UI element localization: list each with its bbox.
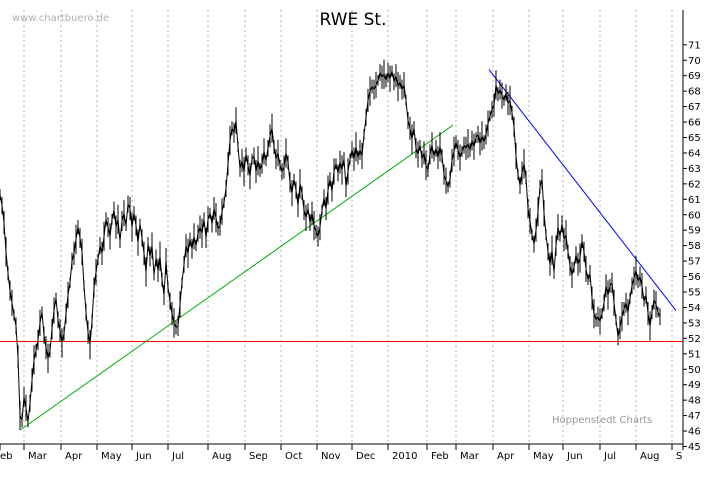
x-tick-label: S [676, 451, 682, 462]
y-tick-label: 57 [688, 257, 701, 268]
x-tick-label: Sep [249, 451, 268, 462]
y-tick-label: 50 [688, 365, 701, 376]
trend-lines-layer [0, 69, 683, 430]
y-tick-label: 62 [688, 179, 701, 190]
axis-layer: eb Mar Apr May Jun Jul Aug Sep Oct Nov Dec 2010 Feb M… [0, 10, 701, 462]
y-tick-label: 46 [688, 427, 701, 438]
x-tick-label: Mar [460, 451, 480, 462]
x-tick-label: Mar [28, 451, 48, 462]
x-tick-label: Aug [640, 451, 660, 462]
y-tick-label: 69 [688, 71, 701, 82]
x-tick-label: eb [0, 451, 13, 462]
x-tick-label: Oct [285, 451, 302, 462]
y-tick-label: 45 [688, 442, 701, 453]
y-tick-label: 56 [688, 272, 701, 283]
x-tick-label: Jul [603, 451, 616, 462]
source-label: Hoppenstedt Charts [552, 415, 652, 426]
price-series-line [0, 70, 661, 422]
y-tick-label: 49 [688, 380, 701, 391]
x-tick-label: Nov [321, 451, 341, 462]
downtrend-line [488, 69, 677, 311]
y-tick-label: 54 [688, 303, 701, 314]
price-series-layer [0, 59, 661, 431]
x-tick-label: May [101, 451, 122, 462]
y-tick-label: 71 [688, 40, 701, 51]
y-tick-label: 47 [688, 411, 701, 422]
y-tick-label: 52 [688, 334, 701, 345]
y-tick-label: 64 [688, 148, 701, 159]
x-tick-label: Feb [431, 451, 449, 462]
y-tick-label: 70 [688, 56, 701, 67]
y-tick-label: 66 [688, 118, 701, 129]
x-tick-label: 2010 [392, 451, 417, 462]
y-tick-label: 65 [688, 133, 701, 144]
x-tick-label: Aug [212, 451, 232, 462]
x-tick-label: Jun [566, 451, 583, 462]
y-tick-label: 51 [688, 349, 701, 360]
y-tick-label: 59 [688, 226, 701, 237]
y-tick-label: 53 [688, 318, 701, 329]
x-tick-label: Jul [171, 451, 184, 462]
y-tick-label: 61 [688, 195, 701, 206]
y-tick-label: 63 [688, 164, 701, 175]
x-tick-label: Apr [65, 451, 83, 462]
x-tick-label: Apr [497, 451, 515, 462]
x-tick-label: Jun [135, 451, 152, 462]
y-tick-label: 68 [688, 87, 701, 98]
y-tick-label: 48 [688, 396, 701, 407]
uptrend-line [20, 124, 454, 430]
y-tick-label: 58 [688, 241, 701, 252]
y-tick-label: 60 [688, 210, 701, 221]
x-tick-label: Dec [356, 451, 375, 462]
y-tick-label: 67 [688, 102, 701, 113]
chart-title: RWE St. [320, 10, 387, 30]
watermark-text: www.chartbuero.de [12, 13, 109, 24]
y-tick-label: 55 [688, 288, 701, 299]
x-tick-label: May [533, 451, 554, 462]
